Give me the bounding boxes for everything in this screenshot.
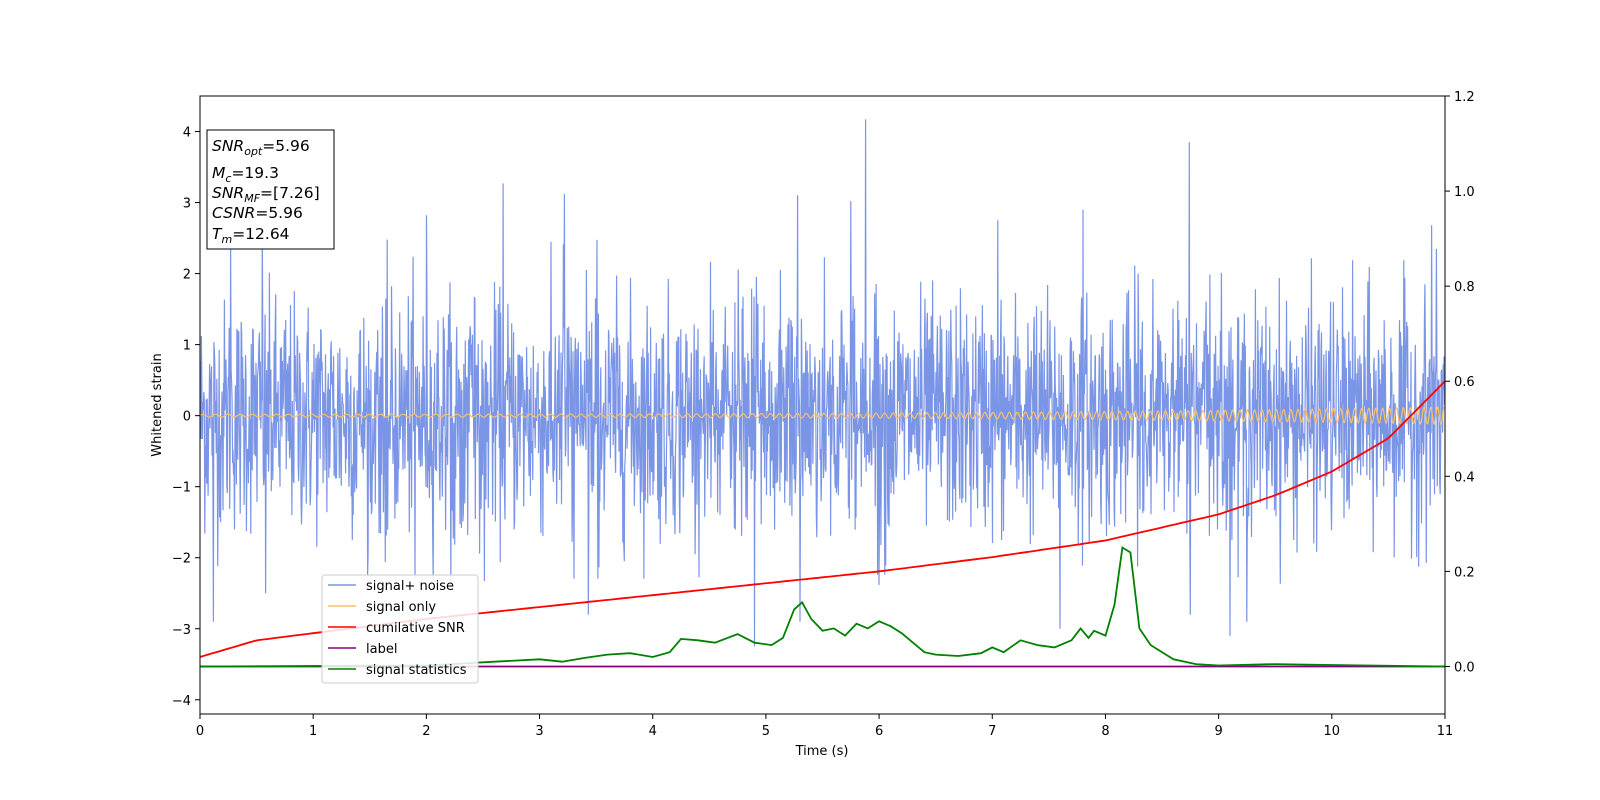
y-tick-label: −3 <box>172 623 191 638</box>
y2-tick-label: 0.6 <box>1454 375 1475 390</box>
y2-tick-label: 1.0 <box>1454 185 1475 200</box>
y-tick-label: 0 <box>183 410 191 425</box>
legend-item-signal-only: signal only <box>328 600 436 615</box>
series-signal-only <box>200 406 1445 426</box>
legend-label: cumilative SNR <box>366 621 465 636</box>
series-signal-noise <box>200 119 1445 647</box>
legend-label: signal statistics <box>366 663 467 678</box>
annotation-mc: Mc=19.3 <box>212 164 279 185</box>
annotation-frame <box>206 129 335 250</box>
x-axis: 0 1 2 3 4 5 6 7 8 9 10 11 <box>196 714 1453 739</box>
legend-frame <box>321 574 479 684</box>
annotation-box: SNRopt=5.96 Mc=19.3 SNRMF=[7.26] CSNR=5.… <box>206 129 335 250</box>
x-tick-label: 11 <box>1437 724 1454 739</box>
y2-tick-label: 0.4 <box>1454 470 1475 485</box>
x-tick-label: 2 <box>422 724 430 739</box>
x-axis-label: Time (s) <box>795 744 849 759</box>
x-tick-label: 7 <box>988 724 996 739</box>
x-tick-label: 9 <box>1214 724 1222 739</box>
y2-tick-label: 0.2 <box>1454 565 1475 580</box>
y2-tick-label: 0.8 <box>1454 280 1475 295</box>
legend-item-cumulative-snr: cumilative SNR <box>328 621 465 636</box>
x-tick-label: 1 <box>309 724 317 739</box>
y-axis-left: −4 −3 −2 −1 0 1 2 3 4 <box>172 126 200 709</box>
legend-item-signal-noise: signal+ noise <box>328 579 454 594</box>
y2-tick-label: 0.0 <box>1454 660 1475 675</box>
legend-item-label: label <box>328 642 397 657</box>
x-tick-label: 4 <box>649 724 657 739</box>
annotation-csnr: CSNR=5.96 <box>212 204 303 222</box>
legend: signal+ noise signal only cumilative SNR… <box>321 574 479 684</box>
series-signal-statistics <box>200 546 1445 668</box>
annotation-snr-mf: SNRMF=[7.26] <box>212 184 320 205</box>
y-tick-label: −1 <box>172 481 191 496</box>
legend-label: label <box>366 642 397 657</box>
x-tick-label: 6 <box>875 724 883 739</box>
y-axis-label: Whitened strain <box>150 353 165 456</box>
y2-tick-label: 1.2 <box>1454 90 1475 105</box>
y-tick-label: 4 <box>183 126 191 141</box>
y-axis-right: 0.0 0.2 0.4 0.6 0.8 1.0 1.2 <box>1445 90 1475 675</box>
plot-frame <box>199 95 1446 715</box>
y-tick-label: −2 <box>172 552 191 567</box>
y-tick-label: −4 <box>172 694 191 709</box>
x-tick-label: 0 <box>196 724 204 739</box>
legend-item-signal-statistics: signal statistics <box>328 663 467 678</box>
y-tick-label: 1 <box>183 339 191 354</box>
y-tick-label: 2 <box>183 268 191 283</box>
y-tick-label: 3 <box>183 197 191 212</box>
x-tick-label: 3 <box>535 724 543 739</box>
x-tick-label: 8 <box>1101 724 1109 739</box>
annotation-snr-opt: SNRopt=5.96 <box>212 137 310 158</box>
annotation-tm: Tm=12.64 <box>212 225 290 246</box>
x-tick-label: 5 <box>762 724 770 739</box>
legend-label: signal only <box>366 600 436 615</box>
x-tick-label: 10 <box>1324 724 1341 739</box>
legend-label: signal+ noise <box>366 579 454 594</box>
